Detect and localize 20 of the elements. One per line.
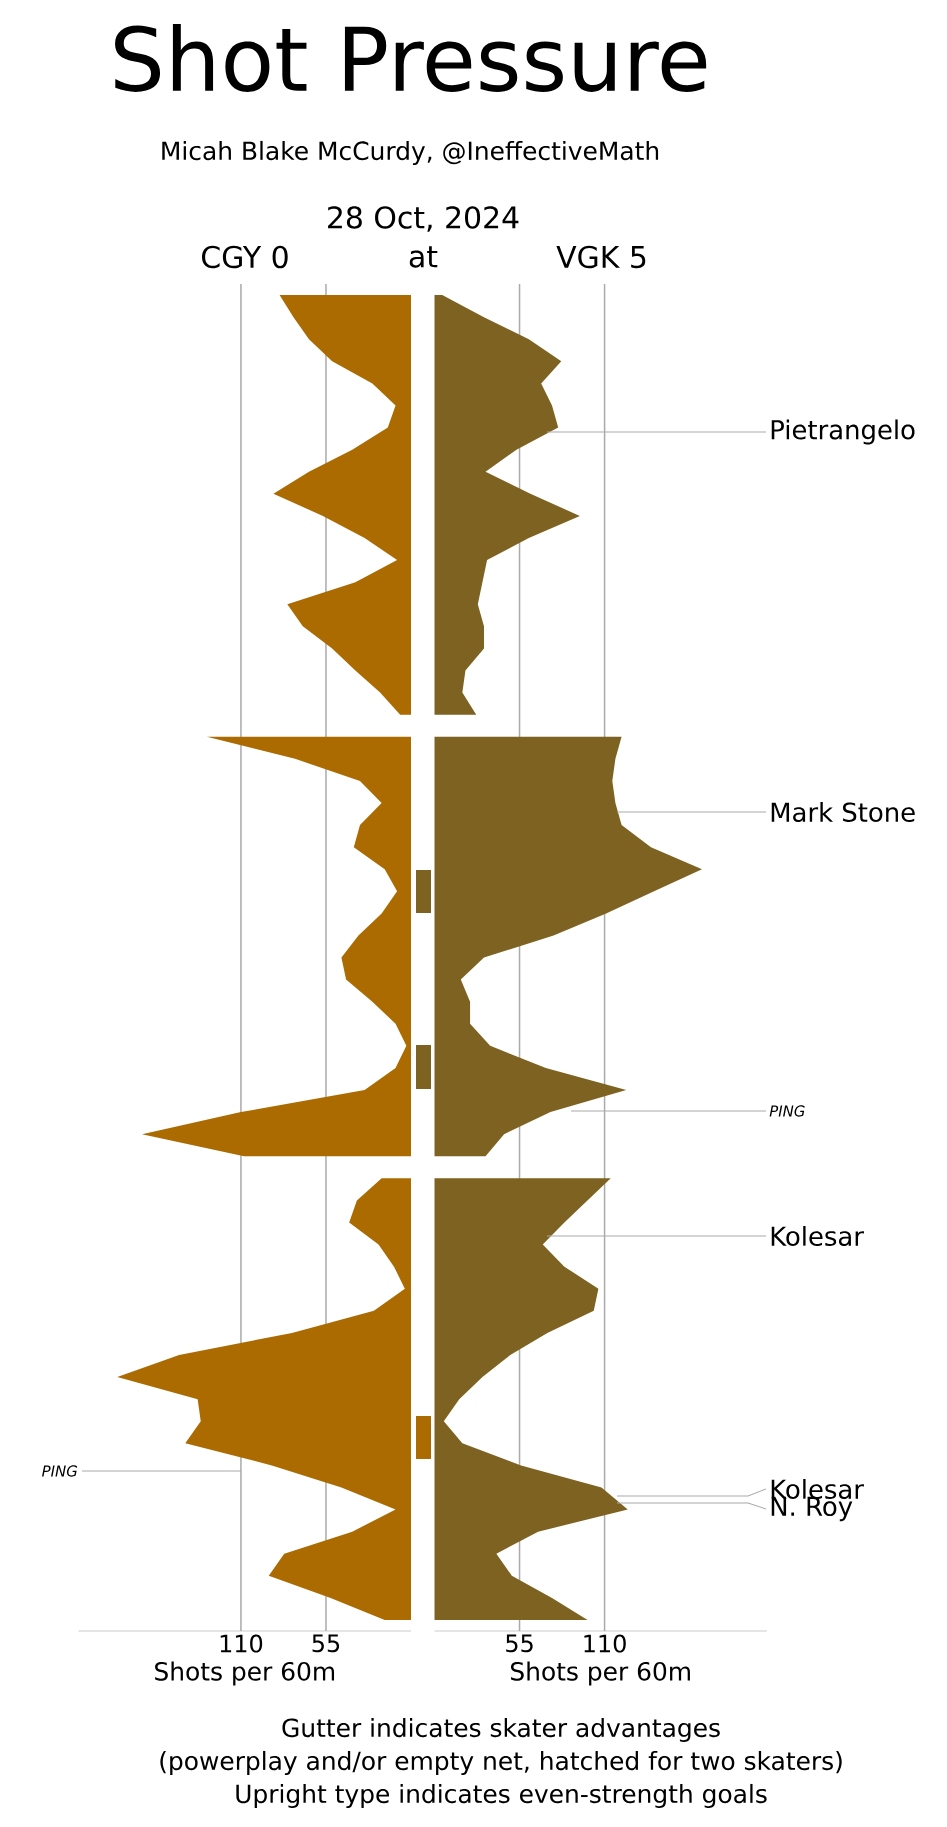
text: 28 Oct, 2024 <box>328 206 519 232</box>
text: at <box>409 246 438 268</box>
text: Upright type indicates even-strength goals <box>236 1783 767 1809</box>
x-axis-title: Shots per 60m <box>510 1661 690 1686</box>
text: VGK 5 <box>556 245 646 269</box>
text: (powerplay and/or empty net, hatched for two skaters) <box>160 1750 842 1776</box>
chart-title: Shot Pressure <box>115 24 707 92</box>
x-tick-label: 110 <box>584 1634 626 1653</box>
x-tick-label: 110 <box>220 1634 263 1653</box>
chart-subtitle: Micah Blake McCurdy, @IneffectiveMath <box>162 140 659 166</box>
x-tick-label: 55 <box>506 1634 533 1653</box>
text: PING <box>42 1465 78 1477</box>
text: Mark Stone <box>771 801 915 822</box>
text: Kolesar <box>771 1225 864 1247</box>
text: CGY 0 <box>202 245 288 269</box>
x-tick-label: 55 <box>312 1634 340 1653</box>
text: Gutter indicates skater advantages <box>282 1717 720 1743</box>
text: Pietrangelo <box>771 419 915 445</box>
text: PING <box>769 1105 805 1117</box>
x-axis-title: Shots per 60m <box>155 1661 335 1686</box>
